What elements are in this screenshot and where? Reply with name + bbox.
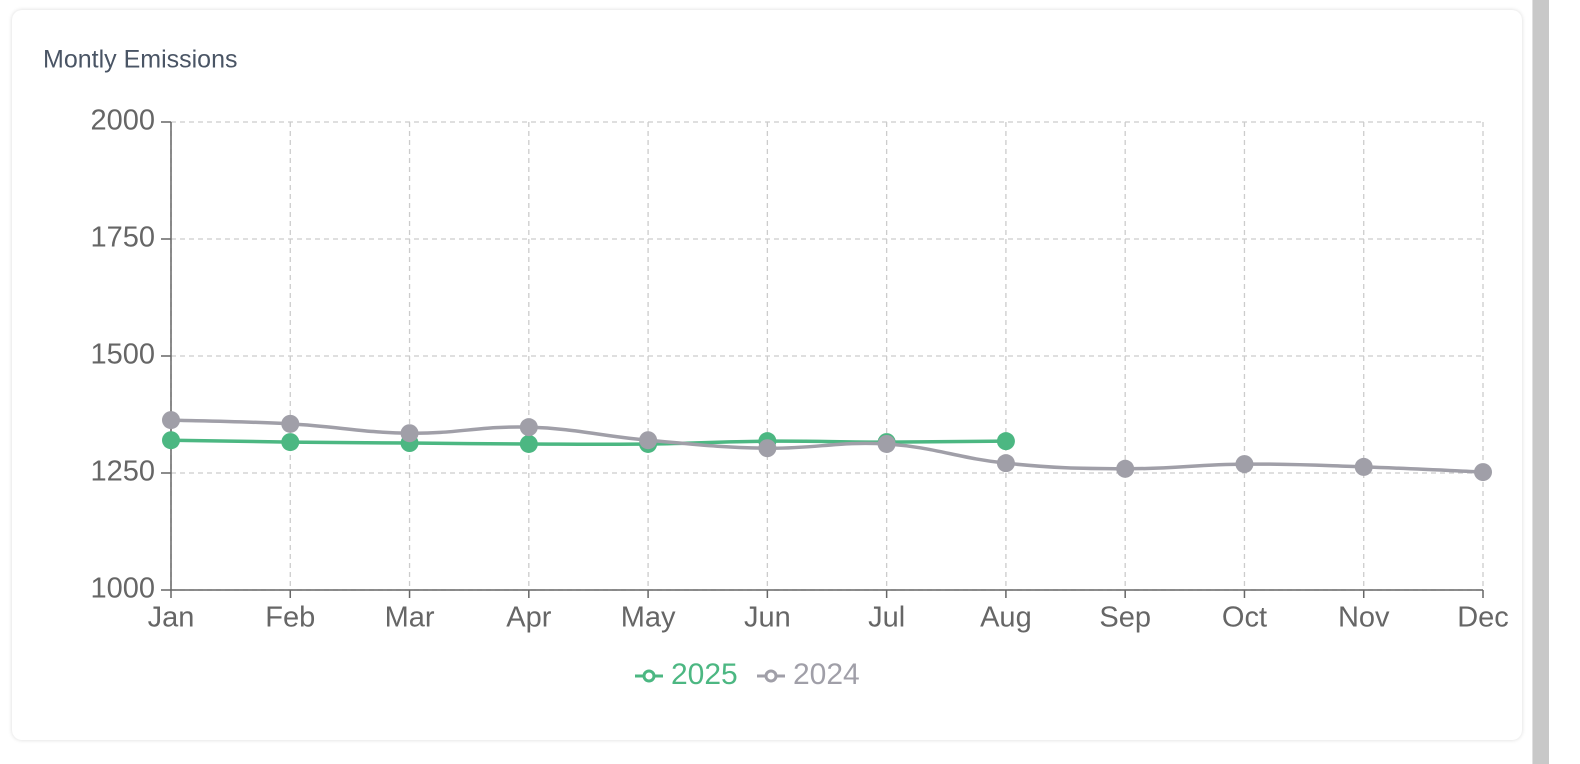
x-tick-label: Jun [744,602,791,634]
x-tick-label: Apr [506,602,551,634]
x-tick-label: Sep [1099,602,1151,634]
point [281,433,300,452]
point [1235,455,1254,474]
point [1354,457,1373,476]
y-tick-label: 1500 [90,339,155,371]
point [519,418,538,437]
y-tick-label: 1250 [90,456,155,488]
x-tick-label: Feb [265,602,315,634]
x-tick-label: Nov [1338,602,1390,634]
point [162,431,180,450]
point [758,439,777,458]
point [400,424,419,443]
legend-marker [642,669,656,683]
x-tick-label: Oct [1222,602,1267,634]
point [1116,459,1135,478]
x-tick-label: Dec [1457,602,1509,634]
legend-label: 2024 [793,658,860,691]
point [281,414,300,433]
x-tick-label: Aug [980,602,1032,634]
point [996,432,1015,451]
point [1474,463,1492,482]
chart-title: Montly Emissions [43,46,238,74]
scrollbar [1532,0,1549,764]
legend-label: 2025 [671,658,738,691]
x-tick-label: Jan [148,602,195,634]
y-tick-label: 2000 [90,105,155,137]
point [877,434,896,453]
legend-marker [764,669,778,683]
x-tick-label: Mar [385,602,435,634]
point [639,431,658,450]
point [162,411,180,430]
point [996,454,1015,473]
y-tick-label: 1750 [90,222,155,254]
x-tick-label: Jul [868,602,905,634]
y-tick-label: 1000 [90,573,155,605]
series-line [170,418,1484,474]
x-tick-label: May [621,602,676,634]
chart: Montly Emissions Jan Feb Mar Apr May Jun Jul Au… [43,46,1509,691]
point [519,434,538,453]
